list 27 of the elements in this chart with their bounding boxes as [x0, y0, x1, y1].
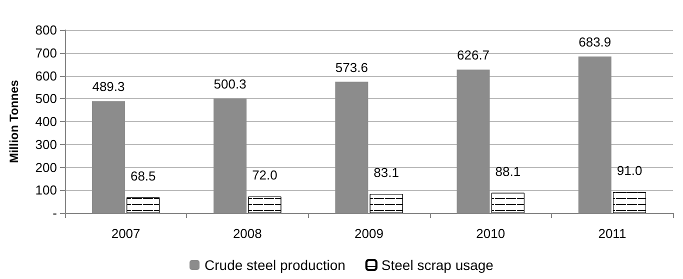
text: 83.1: [374, 164, 399, 180]
y-tick-label: 600: [35, 68, 57, 84]
x-tick-label: 2011: [598, 226, 626, 241]
y-tick-label: 800: [35, 22, 57, 38]
y-tick-label: 100: [35, 182, 57, 198]
x-tick-label: 2008: [232, 226, 262, 241]
y-tick-label: 500: [35, 91, 57, 106]
y-tick-label: 200: [35, 160, 57, 175]
legend-label: Steel scrap usage: [381, 257, 494, 273]
text: 626.7: [457, 48, 490, 63]
x-tick-label: 2009: [354, 226, 384, 241]
x-tick-label: 2007: [111, 226, 140, 241]
legend-label: Crude steel production: [204, 257, 346, 273]
text: 91.0: [616, 163, 642, 178]
y-axis-title: Million Tonnes: [7, 80, 21, 164]
text: 489.3: [92, 79, 125, 94]
text: 683.9: [578, 34, 612, 50]
y-tick-label: 300: [35, 136, 57, 152]
y-tick-label: 700: [35, 45, 57, 60]
x-tick-label: 2010: [476, 226, 506, 241]
text: 72.0: [252, 168, 278, 183]
text: 88.1: [495, 164, 521, 179]
text: 573.6: [335, 60, 368, 75]
y-tick-label: 400: [35, 114, 57, 129]
text: 500.3: [214, 76, 246, 92]
y-tick-label: -: [52, 206, 57, 220]
text: 68.5: [130, 168, 156, 184]
